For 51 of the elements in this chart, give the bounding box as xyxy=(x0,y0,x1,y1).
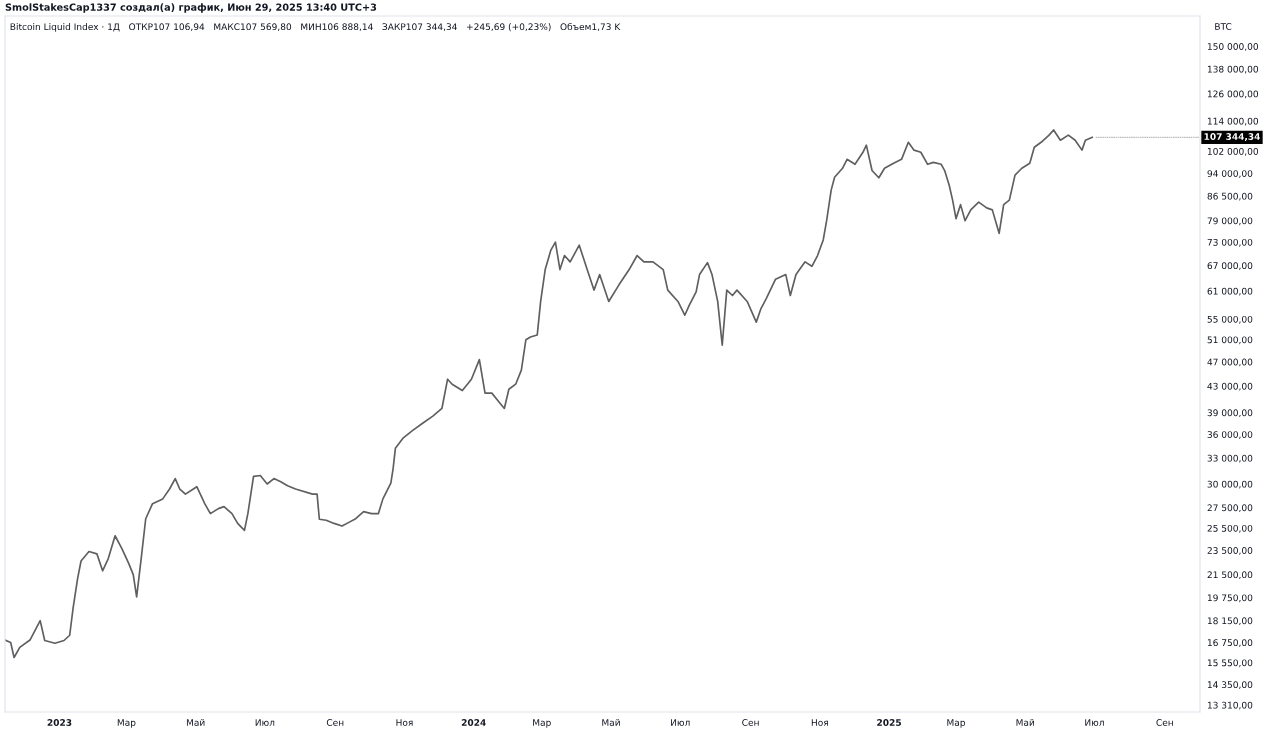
x-tick-label: 2024 xyxy=(461,719,486,726)
y-tick-label: 14 350,00 xyxy=(1207,681,1253,689)
x-tick-label: Сен xyxy=(326,719,344,726)
y-tick-label: 43 000,00 xyxy=(1207,382,1253,391)
y-tick-label: 126 000,00 xyxy=(1207,90,1259,99)
y-tick-label: 114 000,00 xyxy=(1207,117,1259,126)
x-tick-label: Мар xyxy=(533,719,551,728)
y-tick-label: 61 000,00 xyxy=(1207,287,1253,296)
y-tick-label: 73 000,00 xyxy=(1207,238,1253,247)
y-axis-title: BTC xyxy=(1215,23,1232,30)
x-tick-label: Ноя xyxy=(811,719,828,726)
y-tick-label: 51 000,00 xyxy=(1207,336,1253,345)
x-tick-label: 2025 xyxy=(877,719,901,726)
x-tick-label: Июл xyxy=(255,719,275,726)
y-tick-label: 67 000,00 xyxy=(1207,262,1253,270)
y-tick-label: 86 500,00 xyxy=(1207,192,1253,201)
y-tick-label: 21 500,00 xyxy=(1207,571,1253,580)
y-tick-label: 27 500,00 xyxy=(1207,504,1253,513)
x-tick-label: 2023 xyxy=(47,719,72,726)
x-tick-label: Июл xyxy=(671,719,690,726)
text: Bitcoin Liquid Index · 1Д ОТКР107 106,94 МАКС107 569,80 МИН106 888,14 ЗАКР107 344,34 +245,69 (+0,23%) Объем1,73 K xyxy=(10,22,621,32)
y-tick-label: 13 310,00 xyxy=(1207,701,1253,710)
y-tick-label: 33 000,00 xyxy=(1207,454,1253,463)
x-tick-label: Май xyxy=(1016,718,1035,726)
y-tick-label: 23 500,00 xyxy=(1207,547,1253,555)
y-tick-label: 39 000,00 xyxy=(1207,409,1253,418)
y-tick-label: 15 550,00 xyxy=(1207,659,1253,668)
line-series xyxy=(5,129,1094,659)
y-tick-label: 36 000,00 xyxy=(1207,431,1253,439)
y-tick-label: 30 000,00 xyxy=(1207,480,1253,489)
y-tick-label: 47 000,00 xyxy=(1207,358,1253,367)
x-tick-label: Май xyxy=(186,718,205,726)
x-tick-label: Сен xyxy=(742,719,759,726)
y-tick-label: 79 000,00 xyxy=(1207,217,1253,226)
y-tick-label: 25 500,00 xyxy=(1207,524,1253,533)
x-tick-label: Май xyxy=(602,718,620,726)
x-tick-label: Мар xyxy=(117,719,136,728)
x-tick-label: Ноя xyxy=(396,719,413,726)
y-tick-label: 150 000,00 xyxy=(1207,43,1259,51)
y-tick-label: 102 000,00 xyxy=(1207,147,1259,156)
x-tick-label: Сен xyxy=(1156,719,1173,726)
x-tick-label: Июл xyxy=(1085,719,1104,726)
y-tick-label: 138 000,00 xyxy=(1207,65,1259,74)
x-tick-label: Мар xyxy=(947,719,966,728)
y-tick-label: 19 750,00 xyxy=(1207,594,1253,603)
y-tick-label: 55 000,00 xyxy=(1207,315,1253,324)
chart-title: SmolStakesCap1337 создал(а) график, Июн 29, 2025 13:40 UTC+3 xyxy=(5,3,377,13)
y-tick-label: 94 000,00 xyxy=(1207,170,1253,178)
annotation: 107 344,34 xyxy=(1204,133,1260,142)
y-tick-label: 16 750,00 xyxy=(1207,639,1253,647)
y-tick-label: 18 150,00 xyxy=(1207,617,1253,626)
